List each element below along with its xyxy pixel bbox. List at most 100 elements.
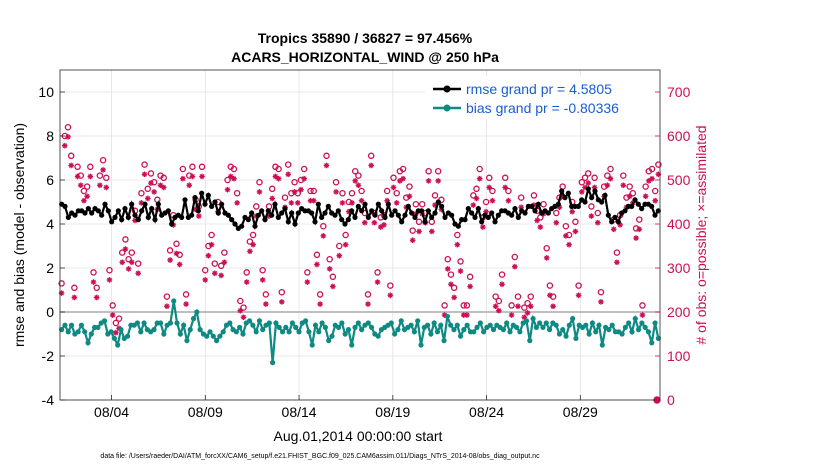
bias-point — [270, 360, 276, 366]
obs-possible-marker — [278, 288, 286, 296]
rmse-point — [555, 201, 561, 207]
rmse-point — [369, 208, 375, 214]
rmse-point — [165, 208, 171, 214]
rmse-point — [322, 210, 328, 216]
legend: rmse grand pr = 4.5805 bias grand pr = -… — [425, 76, 655, 119]
rmse-point — [522, 210, 528, 216]
bias-point — [471, 329, 477, 335]
obs-assimilated-marker — [607, 175, 614, 182]
rmse-point — [465, 206, 471, 212]
rmse-point — [375, 201, 381, 207]
obs-assimilated-marker — [119, 259, 126, 266]
obs-assimilated-marker — [68, 162, 74, 169]
obs-assimilated-marker — [100, 167, 106, 173]
bias-point — [68, 322, 75, 328]
bias-point — [75, 329, 81, 335]
bias-point — [438, 322, 444, 328]
rmse-point — [289, 210, 295, 216]
obs-assimilated-marker — [588, 213, 595, 219]
bias-point — [563, 333, 569, 339]
obs-assimilated-marker — [594, 219, 601, 226]
rmse-point — [639, 206, 645, 212]
rmse-point — [279, 210, 285, 216]
rmse-point — [95, 208, 101, 214]
obs-assimilated-marker — [397, 178, 403, 184]
obs-assimilated-marker — [476, 175, 483, 182]
bias-point — [454, 322, 460, 328]
obs-assimilated-marker — [489, 197, 496, 204]
obs-assimilated-marker — [642, 193, 649, 200]
bias-point — [217, 333, 223, 339]
bias-point — [418, 342, 424, 348]
rmse-point — [219, 201, 225, 207]
bias-point — [451, 327, 457, 333]
obs-possible-marker — [336, 242, 343, 250]
obs-possible-marker — [450, 284, 458, 292]
bias-point — [461, 327, 467, 333]
obs-assimilated-marker — [457, 268, 464, 274]
bias-point — [339, 320, 345, 326]
rmse-point — [532, 208, 538, 214]
bias-point — [303, 318, 309, 324]
bias-point — [101, 318, 108, 324]
bias-point — [283, 324, 289, 330]
bias-point — [411, 329, 417, 335]
obs-assimilated-marker — [333, 189, 339, 195]
obs-assimilated-marker — [636, 226, 643, 233]
obs-possible-marker — [527, 293, 534, 300]
obs-assimilated-marker — [317, 301, 323, 307]
obs-possible-marker — [444, 255, 452, 263]
bias-point — [210, 333, 216, 339]
right-tick-label: 400 — [667, 216, 691, 232]
x-tick-label: 08/24 — [469, 404, 504, 420]
bias-point — [177, 331, 183, 337]
obs-possible-marker — [217, 262, 225, 270]
bias-point — [237, 324, 243, 330]
bias-point — [481, 329, 487, 335]
rmse-point — [345, 217, 351, 223]
rmse-point — [239, 223, 245, 229]
obs-assimilated-marker — [470, 202, 477, 208]
obs-possible-marker — [281, 194, 289, 201]
bias-point — [62, 322, 68, 328]
rmse-point — [215, 210, 221, 216]
bias-point — [319, 320, 325, 326]
obs-assimilated-marker — [279, 299, 285, 305]
rmse-point — [365, 214, 371, 220]
obs-possible-marker — [80, 187, 88, 195]
rmse-point — [145, 214, 151, 220]
bias-point — [543, 320, 549, 326]
obs-possible-marker — [74, 163, 81, 171]
obs-possible-marker — [639, 302, 646, 309]
bias-point — [392, 331, 398, 337]
bias-point — [134, 320, 141, 326]
obs-assimilated-marker — [97, 182, 103, 189]
obs-possible-marker — [275, 165, 282, 173]
bias-point — [586, 331, 592, 337]
bias-point — [190, 316, 197, 322]
obs-possible-marker — [211, 260, 219, 267]
obs-possible-marker — [310, 187, 317, 195]
plot-frame — [59, 69, 661, 401]
rmse-point — [285, 219, 291, 225]
legend-bias-label: bias grand pr = -0.80336 — [466, 100, 619, 116]
obs-assimilated-marker — [575, 292, 582, 299]
bias-point — [622, 324, 628, 330]
obs-assimilated-marker — [579, 189, 585, 195]
obs-assimilated-marker — [454, 241, 461, 248]
bias-point — [115, 342, 121, 348]
obs-assimilated-marker — [381, 222, 387, 228]
obs-assimilated-marker — [326, 266, 333, 272]
bias-point — [424, 322, 431, 328]
obs-assimilated-marker — [330, 283, 336, 290]
rmse-point — [612, 214, 618, 220]
obs-assimilated-marker — [464, 312, 470, 318]
obs-assimilated-marker — [515, 303, 521, 310]
obs-assimilated-marker — [339, 200, 346, 206]
obs-possible-marker — [511, 253, 519, 261]
obs-possible-marker — [87, 163, 94, 171]
bias-point — [286, 329, 292, 335]
obs-assimilated-marker — [160, 184, 167, 191]
rmse-point — [189, 212, 195, 218]
bias-point — [639, 320, 645, 326]
